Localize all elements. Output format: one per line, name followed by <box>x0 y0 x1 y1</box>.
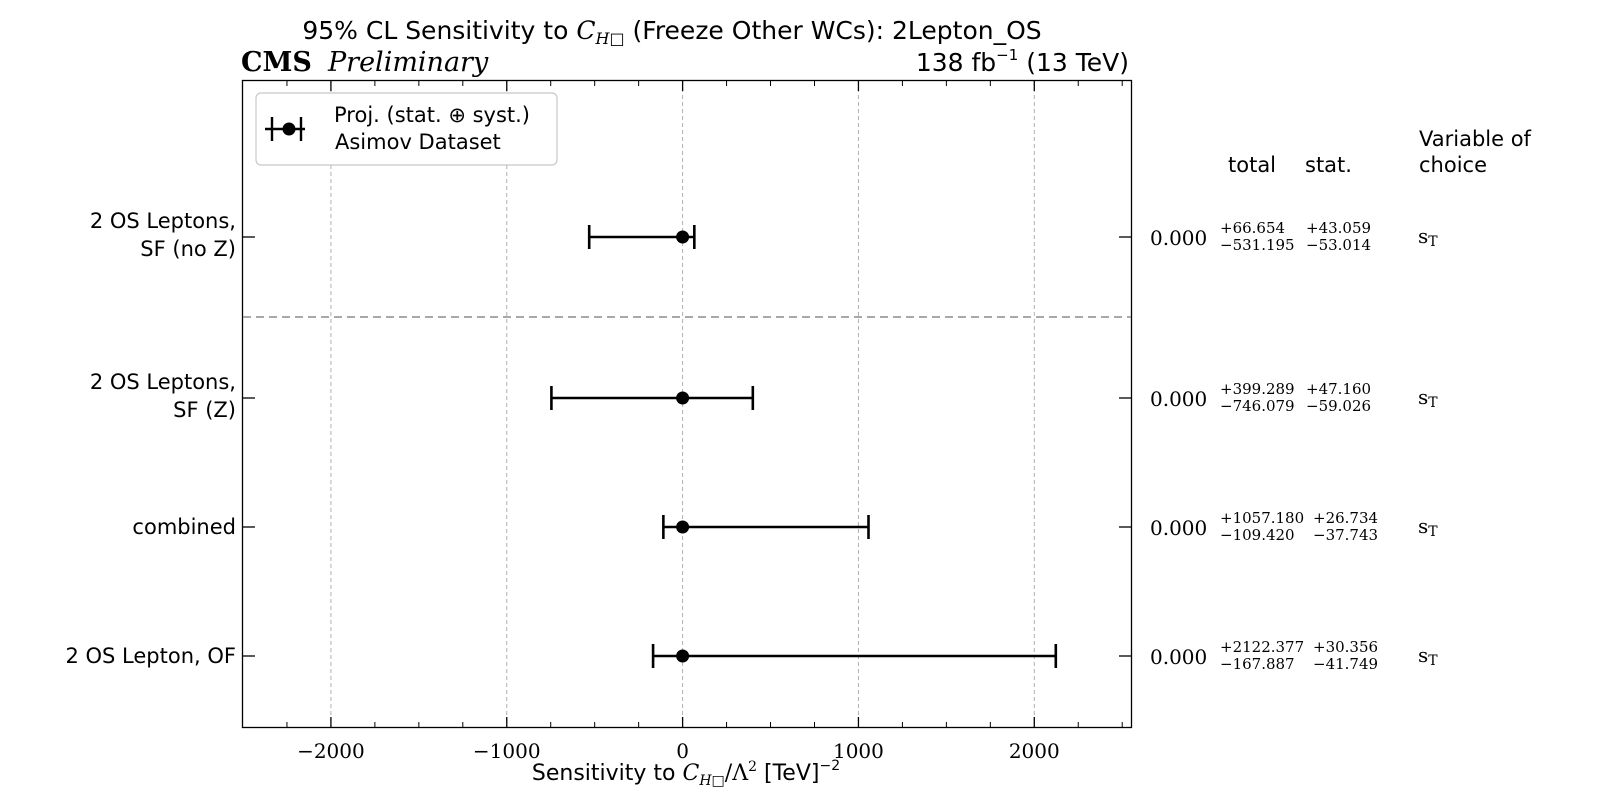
stat-minus-label: −37.743 <box>1313 526 1378 544</box>
stat-plus-label: +30.356 <box>1313 638 1378 656</box>
central-value-label: 0.000 <box>1150 226 1207 250</box>
central-value-label: 0.000 <box>1150 516 1207 540</box>
central-value-point <box>676 230 690 244</box>
total-plus-label: +66.654 <box>1220 219 1285 237</box>
row-label: combined <box>132 515 236 539</box>
legend-errorbar-icon <box>265 117 305 141</box>
total-minus-label: −109.420 <box>1220 526 1295 544</box>
row-label-line1: 2 OS Leptons, <box>90 370 236 394</box>
row-label: 2 OS Lepton, OF <box>65 644 236 668</box>
central-value-point <box>676 649 690 663</box>
total-plus-label: +1057.180 <box>1220 509 1304 527</box>
table-header-variable-line1: Variable of <box>1419 127 1532 151</box>
row-label-line1: 2 OS Leptons, <box>90 209 236 233</box>
stat-plus-label: +43.059 <box>1306 219 1371 237</box>
row-label-line2: SF (Z) <box>173 398 236 422</box>
legend: Proj. (stat. ⊕ syst.) Asimov Dataset <box>255 92 558 166</box>
stat-plus-label: +26.734 <box>1313 509 1378 527</box>
chart-title: 95% CL Sensitivity to CH□ (Freeze Other … <box>302 16 1041 48</box>
preliminary-label: Preliminary <box>327 47 489 78</box>
row-labels: 2 OS Leptons, SF (no Z) 2 OS Leptons, SF (Z… <box>65 209 236 668</box>
stat-plus-label: +47.160 <box>1306 380 1371 398</box>
stat-minus-label: −41.749 <box>1313 655 1378 673</box>
x-tick-label: 1000 <box>833 739 884 763</box>
total-plus-label: +2122.377 <box>1220 638 1304 656</box>
total-minus-label: −167.887 <box>1220 655 1295 673</box>
x-tick-label: 2000 <box>1009 739 1060 763</box>
total-minus-label: −531.195 <box>1220 236 1295 254</box>
stat-minus-label: −59.026 <box>1306 397 1371 415</box>
lumi-label: 138 fb−1 (13 TeV) <box>916 46 1129 77</box>
stat-minus-label: −53.014 <box>1306 236 1371 254</box>
x-tick-labels: −2000 −1000 0 1000 2000 <box>297 739 1060 763</box>
x-tick-label: 0 <box>676 739 689 763</box>
central-value-label: 0.000 <box>1150 645 1207 669</box>
table-header-stat: stat. <box>1305 153 1352 177</box>
central-value-point <box>676 391 690 405</box>
row-label-line2: SF (no Z) <box>140 237 236 261</box>
variable-label: sT <box>1418 385 1438 411</box>
variable-label: sT <box>1418 514 1438 540</box>
error-bars <box>550 225 1058 668</box>
central-value-point <box>676 520 690 534</box>
table-header-variable-line2: choice <box>1419 153 1487 177</box>
central-value-label: 0.000 <box>1150 387 1207 411</box>
variable-label: sT <box>1418 224 1438 250</box>
legend-label-line1: Proj. (stat. ⊕ syst.) <box>334 103 530 127</box>
x-axis-label: Sensitivity to CH□/Λ2 [TeV]−2 <box>532 758 840 789</box>
x-tick-label: −1000 <box>473 739 541 763</box>
variable-label: sT <box>1418 643 1438 669</box>
plot-frame <box>241 79 1133 729</box>
total-minus-label: −746.079 <box>1220 397 1295 415</box>
total-plus-label: +399.289 <box>1220 380 1295 398</box>
uncertainty-table: 0.000 +66.654−531.195 +43.059−53.014 sT 0.00… <box>1150 219 1438 673</box>
cms-label: CMS <box>241 47 312 78</box>
axis-ticks <box>243 81 1131 727</box>
x-tick-label: −2000 <box>297 739 365 763</box>
legend-box <box>255 92 558 166</box>
table-header-total: total <box>1228 153 1276 177</box>
legend-label-line2: Asimov Dataset <box>335 130 501 154</box>
